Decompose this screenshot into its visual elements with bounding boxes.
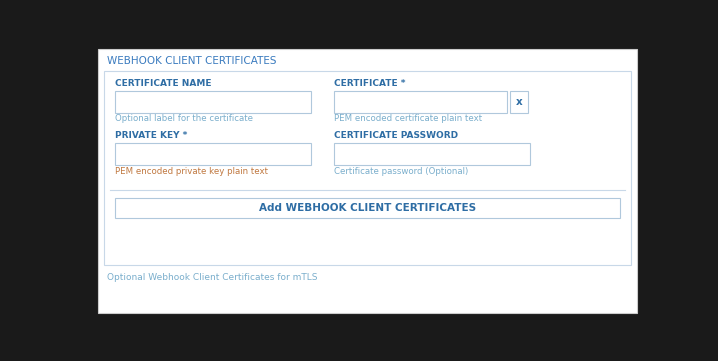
Text: WEBHOOK CLIENT CERTIFICATES: WEBHOOK CLIENT CERTIFICATES <box>107 56 276 66</box>
Text: Certificate password (Optional): Certificate password (Optional) <box>334 167 468 176</box>
Text: Optional Webhook Client Certificates for mTLS: Optional Webhook Client Certificates for… <box>107 273 317 282</box>
FancyBboxPatch shape <box>115 91 311 113</box>
Text: CERTIFICATE NAME: CERTIFICATE NAME <box>115 79 211 88</box>
Text: PRIVATE KEY *: PRIVATE KEY * <box>115 131 187 140</box>
Text: Add WEBHOOK CLIENT CERTIFICATES: Add WEBHOOK CLIENT CERTIFICATES <box>258 203 476 213</box>
Text: Optional label for the certificate: Optional label for the certificate <box>115 114 253 123</box>
Text: CERTIFICATE PASSWORD: CERTIFICATE PASSWORD <box>334 131 458 140</box>
FancyBboxPatch shape <box>334 143 530 165</box>
Text: x: x <box>516 97 523 107</box>
FancyBboxPatch shape <box>510 91 528 113</box>
FancyBboxPatch shape <box>115 198 620 218</box>
Text: PEM encoded private key plain text: PEM encoded private key plain text <box>115 167 268 176</box>
Text: CERTIFICATE *: CERTIFICATE * <box>334 79 406 88</box>
Text: PEM encoded certificate plain text: PEM encoded certificate plain text <box>334 114 482 123</box>
FancyBboxPatch shape <box>98 49 637 313</box>
FancyBboxPatch shape <box>115 143 311 165</box>
FancyBboxPatch shape <box>334 91 507 113</box>
FancyBboxPatch shape <box>103 71 630 265</box>
